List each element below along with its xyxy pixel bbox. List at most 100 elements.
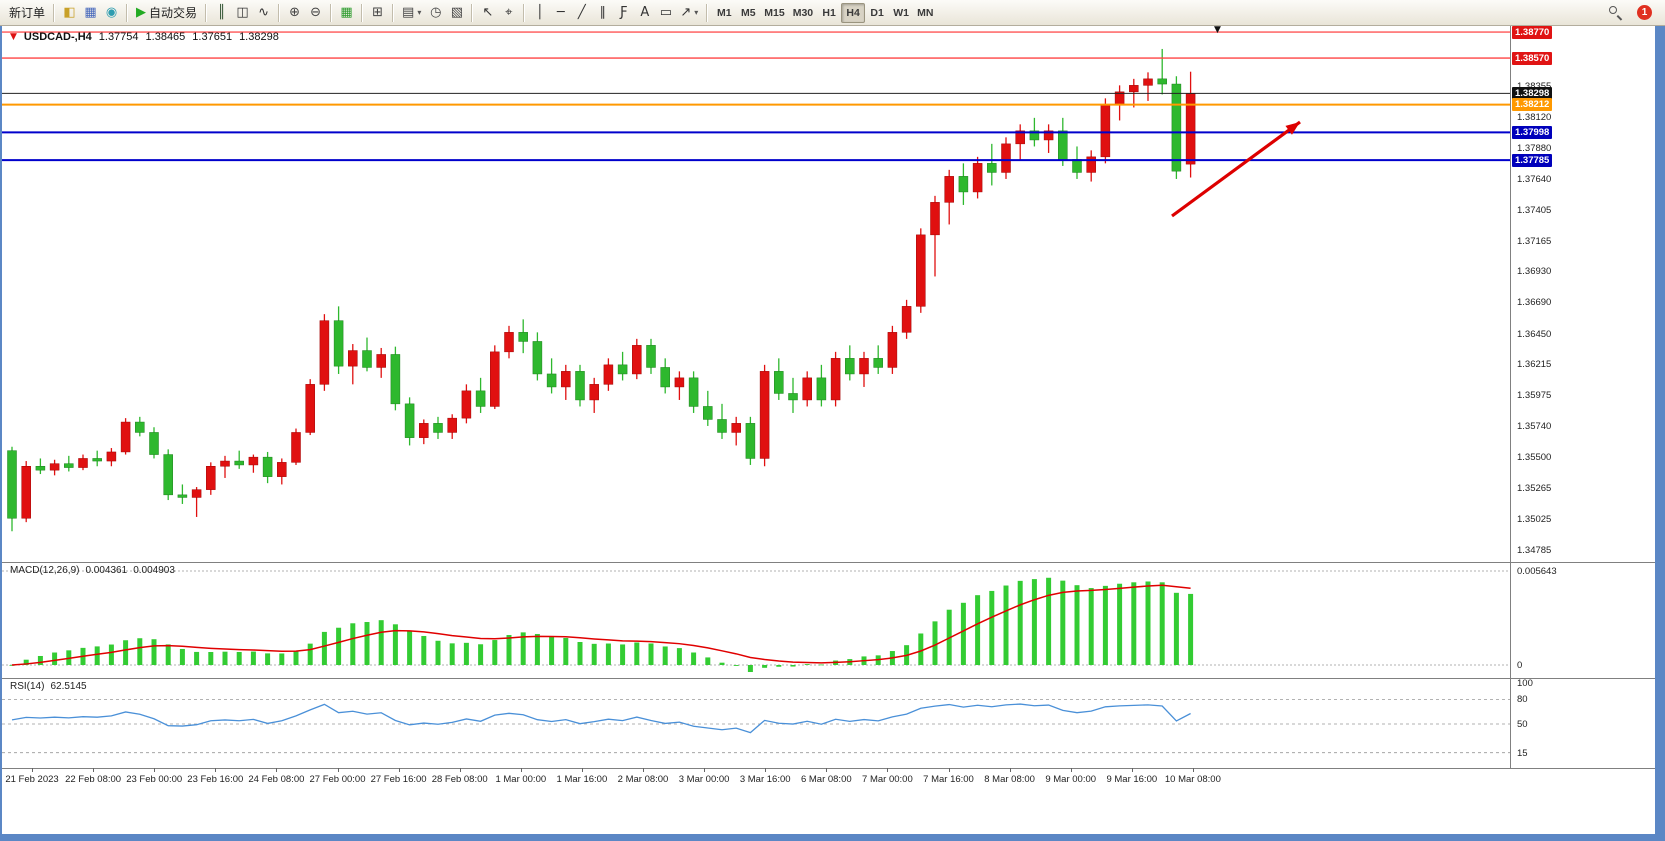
time-axis-tick — [1192, 768, 1194, 772]
price-axis-label: 1.36930 — [1517, 266, 1552, 278]
market-watch-icon[interactable]: ▦ — [80, 3, 101, 23]
timeframe-m1-button[interactable]: M1 — [712, 3, 736, 23]
price-level-badge: 1.38770 — [1512, 26, 1553, 39]
macd-axis-label: 0 — [1517, 660, 1523, 671]
channel-button[interactable]: ∥ — [592, 3, 613, 23]
timeframe-h4-button[interactable]: H4 — [841, 2, 866, 23]
time-axis-tick — [1131, 768, 1133, 772]
charts-panel-icon-icon: ◧ — [63, 5, 76, 20]
timeframe-d1-button-label: D1 — [870, 6, 884, 19]
candlestick-chart-icon: ◫ — [236, 5, 249, 20]
zoom-out-icon: ⊖ — [310, 5, 321, 20]
auto-trading-button[interactable]: ▶ 自动交易 — [132, 3, 201, 23]
time-axis-tick — [276, 768, 278, 772]
time-axis-tick — [643, 768, 644, 772]
label-icon: ▭ — [659, 5, 672, 20]
auto-arrange-button[interactable]: ▦ — [336, 3, 357, 23]
timeframe-h1-button[interactable]: H1 — [817, 3, 841, 23]
toolbar-separator — [205, 3, 208, 22]
price-level-badge: 1.37998 — [1512, 125, 1553, 139]
navigator-icon[interactable]: ◉ — [101, 3, 122, 23]
profiles-icon: ◷ — [430, 5, 442, 20]
time-axis-label: 7 Mar 16:00 — [923, 774, 974, 785]
crosshair-button[interactable]: ⌖ — [498, 3, 519, 23]
text-icon: A — [640, 5, 650, 20]
cursor-icon: ↖ — [482, 5, 494, 20]
macd-indicator-label: MACD(12,26,9) 0.004361 0.004903 — [10, 565, 175, 576]
price-axis-label: 1.37880 — [1517, 142, 1552, 154]
zoom-out-button[interactable]: ⊖ — [305, 3, 326, 23]
rsi-axis-label: 15 — [1517, 747, 1528, 759]
time-axis-tick — [887, 768, 889, 772]
time-axis-tick — [398, 768, 400, 772]
arrows-icon: ↗ — [680, 5, 692, 20]
time-axis-label: 10 Mar 08:00 — [1164, 774, 1221, 785]
timeframe-m15-button[interactable]: M15 — [760, 3, 788, 23]
fibonacci-button[interactable]: Ƒ — [613, 3, 634, 23]
bars-chart-button[interactable]: ║ — [211, 3, 232, 23]
price-axis-label: 1.36215 — [1517, 359, 1552, 371]
auto-trading-button-label: 自动交易 — [149, 6, 198, 20]
time-axis-label: 3 Mar 00:00 — [678, 774, 730, 785]
timeframe-m30-button-label: M30 — [792, 6, 814, 19]
time-axis-label: 27 Feb 00:00 — [309, 774, 366, 785]
zoom-in-button[interactable]: ⊕ — [284, 3, 305, 23]
notification-badge[interactable]: 1 — [1637, 5, 1652, 20]
toolbar-separator — [471, 3, 474, 22]
time-axis-tick — [154, 768, 156, 772]
price-axis-label: 1.38355 — [1517, 81, 1551, 92]
toolbar-separator — [53, 3, 56, 22]
charts-panel-icon[interactable]: ◧ — [59, 3, 80, 23]
time-axis[interactable]: 21 Feb 2023 22 Feb 08:00 23 Feb 00:00 23 Fe… — [2, 768, 1510, 798]
price-chart[interactable] — [2, 26, 1510, 562]
timeframe-h1-button-label: H1 — [822, 6, 836, 19]
timeframe-w1-button[interactable]: W1 — [889, 3, 913, 23]
navigator-icon-icon: ◉ — [105, 5, 118, 20]
time-axis-label: 23 Feb 00:00 — [126, 774, 183, 785]
price-axis-border — [1510, 26, 1511, 768]
tile-windows-button[interactable]: ⊞ — [367, 3, 388, 23]
time-axis-tick — [93, 768, 95, 772]
new-order-button[interactable]: 新订单 — [5, 3, 49, 23]
horizontal-line-button[interactable]: ─ — [550, 3, 571, 23]
trendline-button[interactable]: ╱ — [571, 3, 592, 23]
line-chart-button[interactable]: ∿ — [253, 3, 274, 23]
price-level-badge: 1.38298 — [1512, 86, 1553, 100]
text-button[interactable]: A — [634, 3, 655, 23]
rsi-panel-divider[interactable] — [2, 678, 1655, 679]
symbol-timeframe-label: USDCAD-,H4 — [23, 31, 92, 43]
main-toolbar: 新订单 ◧ ▦ ◉ ▶ 自动交易 ║ ◫ ∿ ⊕ ⊖ ▦ ⊞ ▤ ▾ ◷ ▧ ↖ ⌖ │ ─ ╱ ∥ Ƒ A ▭ ↗ ▾ M1 M5 M15… — [0, 0, 1665, 26]
timeframe-d1-button[interactable]: D1 — [865, 3, 889, 23]
ohlc-low: 1.37651 — [192, 31, 233, 43]
time-axis-label: 1 Mar 00:00 — [495, 774, 547, 785]
price-axis-label: 1.38120 — [1517, 111, 1552, 123]
fibonacci-icon: Ƒ — [620, 5, 628, 20]
price-axis-label: 1.35500 — [1517, 452, 1552, 464]
chart-title: ▼ USDCAD-,H4 1.37754 1.38465 1.37651 1.3… — [10, 31, 279, 43]
timeframe-mn-button[interactable]: MN — [913, 3, 937, 23]
dropdown-caret-icon: ▾ — [694, 8, 699, 17]
line-chart-icon: ∿ — [258, 5, 269, 20]
templates-icon: ▧ — [450, 5, 463, 20]
search-button[interactable] — [1604, 3, 1627, 23]
templates-button[interactable]: ▧ — [446, 3, 467, 23]
price-axis[interactable]: 1.38355 1.38120 1.37880 1.37640 1.37405 1.371… — [1511, 26, 1655, 768]
time-axis-label: 8 Mar 08:00 — [984, 774, 1035, 785]
candlestick-chart-button[interactable]: ◫ — [232, 3, 253, 23]
price-axis-label: 1.34785 — [1517, 545, 1552, 557]
new-chart-button[interactable]: ▤ ▾ — [398, 3, 425, 23]
arrows-button[interactable]: ↗ ▾ — [676, 3, 702, 23]
chart-window: ▼ USDCAD-,H4 1.37754 1.38465 1.37651 1.3… — [2, 25, 1655, 834]
timeframe-m30-button[interactable]: M30 — [789, 3, 817, 23]
macd-panel-divider[interactable] — [2, 562, 1655, 563]
cursor-button[interactable]: ↖ — [477, 3, 498, 23]
title-direction-icon: ▼ — [10, 32, 17, 42]
vertical-line-button[interactable]: │ — [529, 3, 550, 23]
profiles-button[interactable]: ◷ — [425, 3, 446, 23]
timeframe-m5-button[interactable]: M5 — [736, 3, 760, 23]
toolbar-separator — [706, 3, 709, 22]
label-button[interactable]: ▭ — [655, 3, 676, 23]
toolbar-separator — [126, 3, 129, 22]
new-order-button-label: 新订单 — [9, 6, 46, 20]
macd-axis-label: 0.005643 — [1517, 566, 1557, 577]
